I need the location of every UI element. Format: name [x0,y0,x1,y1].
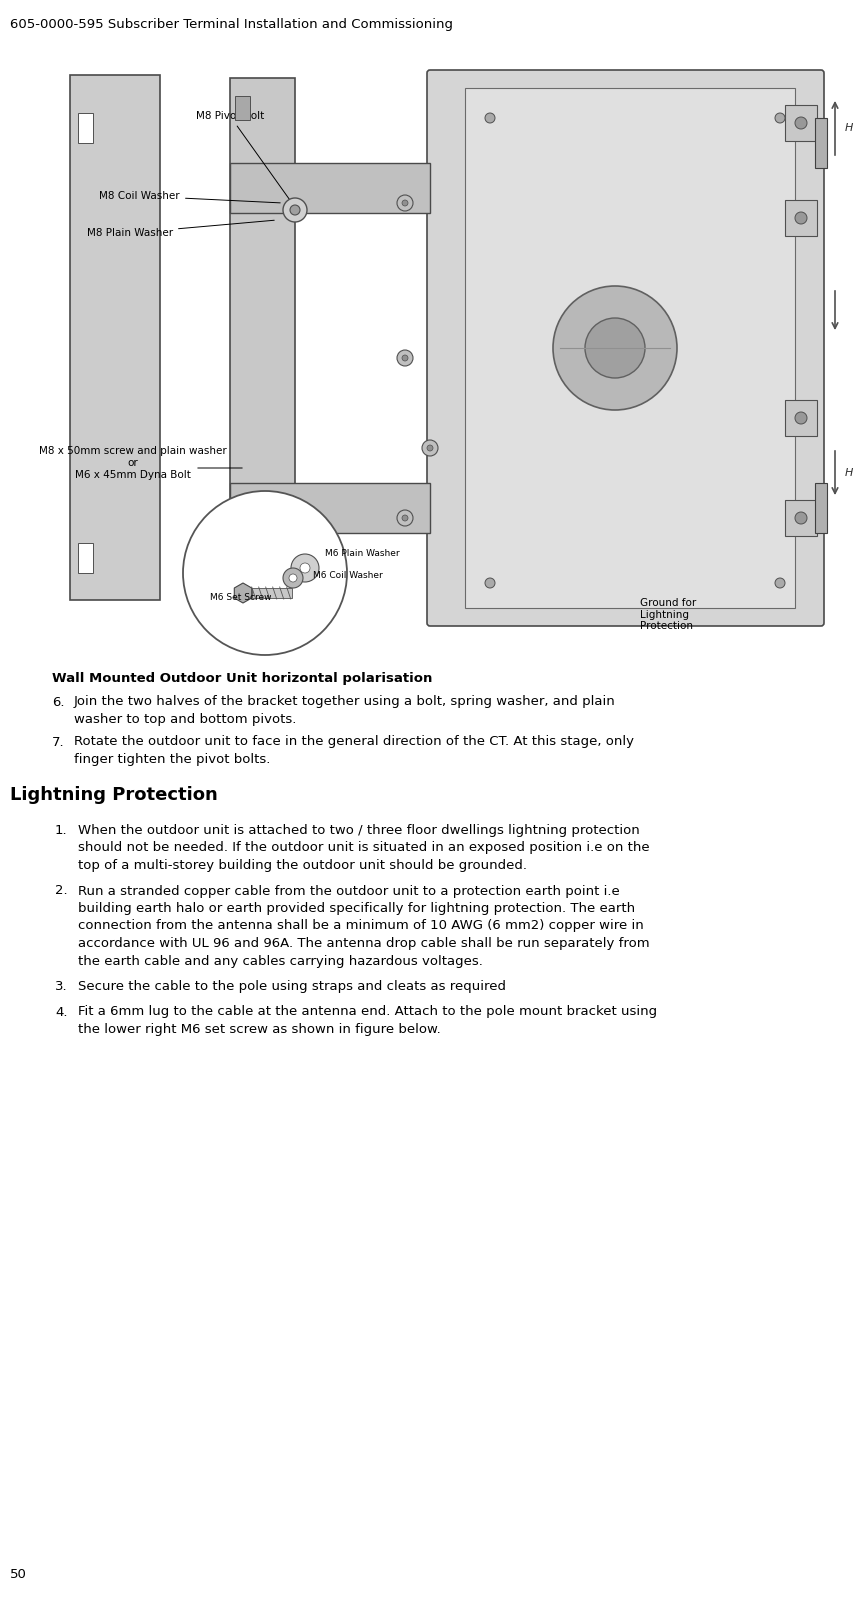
Circle shape [794,213,806,224]
FancyBboxPatch shape [230,163,430,213]
Bar [235,96,250,120]
Bar [814,118,826,168]
Circle shape [397,510,412,526]
Text: Run a stranded copper cable from the outdoor unit to a protection earth point i.: Run a stranded copper cable from the out… [77,884,619,897]
Bar [814,483,826,532]
Text: H: H [844,123,852,133]
Text: Lightning Protection: Lightning Protection [10,785,218,804]
Polygon shape [234,584,251,603]
Text: 1.: 1. [55,823,67,836]
Circle shape [553,286,676,409]
Text: M8 Plain Washer: M8 Plain Washer [87,221,274,238]
Text: finger tighten the pivot bolts.: finger tighten the pivot bolts. [74,753,270,766]
Text: H: H [844,469,852,478]
Bar [235,556,250,580]
Bar [230,78,294,598]
Circle shape [183,491,347,656]
Bar [784,200,816,237]
Text: M8 Pivot Bolt: M8 Pivot Bolt [195,110,295,208]
Text: When the outdoor unit is attached to two / three floor dwellings lightning prote: When the outdoor unit is attached to two… [77,823,639,836]
Text: M8 x 50mm screw and plain washer
or
M6 x 45mm Dyna Bolt: M8 x 50mm screw and plain washer or M6 x… [39,446,226,480]
Circle shape [485,114,494,123]
Text: Fit a 6mm lug to the cable at the antenna end. Attach to the pole mount bracket : Fit a 6mm lug to the cable at the antenn… [77,1006,656,1019]
FancyBboxPatch shape [230,483,430,532]
Text: Ground for
Lightning
Protection: Ground for Lightning Protection [639,598,696,632]
Circle shape [397,195,412,211]
Circle shape [794,117,806,130]
Text: Wall Mounted Outdoor Unit horizontal polarisation: Wall Mounted Outdoor Unit horizontal pol… [52,672,432,684]
Text: accordance with UL 96 and 96A. The antenna drop cable shall be run separately fr: accordance with UL 96 and 96A. The anten… [77,937,649,950]
Circle shape [282,516,307,540]
Bar [77,544,93,572]
Bar [251,588,291,598]
Circle shape [401,355,407,361]
Bar [35,29,826,644]
Text: washer to top and bottom pivots.: washer to top and bottom pivots. [74,713,296,726]
Circle shape [289,523,300,532]
FancyBboxPatch shape [426,70,823,625]
Circle shape [794,413,806,424]
Text: 4.: 4. [55,1006,67,1019]
Circle shape [282,198,307,222]
Text: M6 Plain Washer: M6 Plain Washer [325,548,400,558]
Text: M6 Coil Washer: M6 Coil Washer [313,571,382,579]
Text: Secure the cable to the pole using straps and cleats as required: Secure the cable to the pole using strap… [77,980,505,993]
Bar [784,106,816,141]
Circle shape [774,114,784,123]
Text: top of a multi-storey building the outdoor unit should be grounded.: top of a multi-storey building the outdo… [77,859,526,871]
Circle shape [289,205,300,214]
Text: should not be needed. If the outdoor unit is situated in an exposed position i.e: should not be needed. If the outdoor uni… [77,841,649,854]
Text: building earth halo or earth provided specifically for lightning protection. The: building earth halo or earth provided sp… [77,902,635,915]
Bar [784,500,816,536]
Bar [464,88,794,608]
Circle shape [401,515,407,521]
Text: Rotate the outdoor unit to face in the general direction of the CT. At this stag: Rotate the outdoor unit to face in the g… [74,736,633,748]
Bar [77,114,93,142]
Text: 50: 50 [10,1569,27,1581]
Circle shape [585,318,644,377]
Text: 6.: 6. [52,696,65,708]
Text: 3.: 3. [55,980,67,993]
Text: 2.: 2. [55,884,67,897]
Bar [784,400,816,437]
Circle shape [422,440,437,456]
Circle shape [282,568,303,588]
Circle shape [300,563,310,572]
Text: connection from the antenna shall be a minimum of 10 AWG (6 mm2) copper wire in: connection from the antenna shall be a m… [77,919,643,932]
Text: 605-0000-595 Subscriber Terminal Installation and Commissioning: 605-0000-595 Subscriber Terminal Install… [10,18,453,30]
Text: Join the two halves of the bracket together using a bolt, spring washer, and pla: Join the two halves of the bracket toget… [74,696,615,708]
Text: 7.: 7. [52,736,65,748]
Text: the earth cable and any cables carrying hazardous voltages.: the earth cable and any cables carrying … [77,955,482,967]
Circle shape [774,577,784,588]
Circle shape [291,553,319,582]
FancyBboxPatch shape [70,75,160,600]
Circle shape [397,350,412,366]
Circle shape [794,512,806,524]
Text: M6 Set Screw: M6 Set Screw [210,593,271,603]
Circle shape [485,577,494,588]
Circle shape [288,574,297,582]
Text: the lower right M6 set screw as shown in figure below.: the lower right M6 set screw as shown in… [77,1023,440,1036]
Text: M8 Coil Washer: M8 Coil Washer [99,190,280,203]
Circle shape [401,200,407,206]
Circle shape [426,445,432,451]
